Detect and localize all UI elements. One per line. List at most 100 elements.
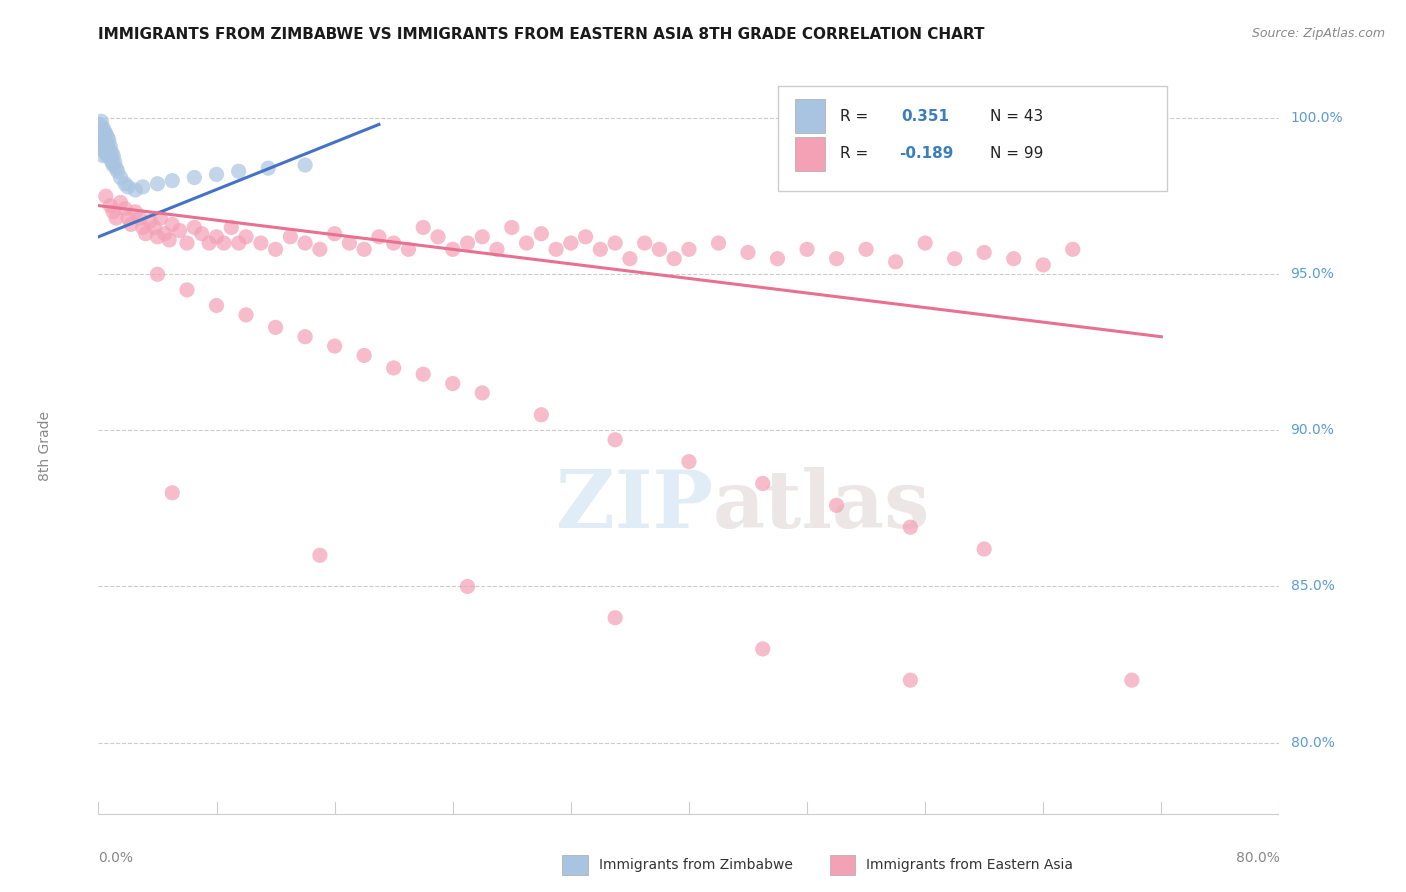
Point <box>104 154 127 169</box>
Point <box>146 177 169 191</box>
Point <box>94 136 117 150</box>
Point <box>900 673 922 688</box>
Point <box>456 235 478 250</box>
Point <box>884 254 907 268</box>
Point <box>205 229 228 244</box>
Point <box>90 114 112 128</box>
Point <box>228 235 250 250</box>
Bar <box>796 99 825 133</box>
Text: R =: R = <box>841 146 873 161</box>
Text: ZIP: ZIP <box>555 467 713 545</box>
Point <box>96 129 118 144</box>
Point <box>124 183 146 197</box>
Point <box>103 148 125 162</box>
Point <box>176 283 198 297</box>
Point <box>441 242 464 256</box>
Point <box>278 229 302 244</box>
Point <box>353 348 375 362</box>
Point <box>96 148 118 162</box>
Point <box>91 148 114 162</box>
Point <box>89 127 111 141</box>
Point <box>139 214 162 228</box>
Point <box>143 220 166 235</box>
Point <box>146 229 169 244</box>
Point <box>678 454 700 468</box>
Point <box>98 148 121 162</box>
Point <box>94 145 117 160</box>
Text: 85.0%: 85.0% <box>1291 580 1334 593</box>
Point <box>796 242 818 256</box>
Point <box>294 235 316 250</box>
Point <box>766 252 789 266</box>
Point <box>100 154 122 169</box>
Point <box>751 476 773 491</box>
Point <box>235 308 257 322</box>
Point <box>153 227 176 241</box>
Point <box>973 245 995 260</box>
Point <box>323 227 346 241</box>
Point <box>235 229 257 244</box>
Point <box>250 235 273 250</box>
Text: 8th Grade: 8th Grade <box>38 411 52 481</box>
Point <box>471 229 494 244</box>
Point <box>530 227 553 241</box>
Point <box>98 139 121 153</box>
Point <box>309 242 332 256</box>
Point <box>120 217 142 231</box>
Point <box>589 242 612 256</box>
Point <box>103 204 125 219</box>
Point <box>132 179 155 194</box>
Point <box>117 179 139 194</box>
Point <box>382 235 405 250</box>
Text: -0.189: -0.189 <box>900 146 953 161</box>
Point <box>107 164 129 178</box>
Point <box>574 229 596 244</box>
Point <box>648 242 671 256</box>
Point <box>427 229 450 244</box>
Point <box>855 242 877 256</box>
Point <box>183 220 205 235</box>
Point <box>162 217 183 231</box>
Point <box>530 408 553 422</box>
Point <box>97 142 120 156</box>
Point <box>707 235 730 250</box>
Point <box>135 227 157 241</box>
Point <box>943 252 966 266</box>
Point <box>323 339 346 353</box>
Point <box>110 195 132 210</box>
Point <box>633 235 655 250</box>
Text: Source: ZipAtlas.com: Source: ZipAtlas.com <box>1251 27 1385 40</box>
Point <box>751 641 773 656</box>
Point <box>501 220 523 235</box>
Point <box>294 158 316 172</box>
Text: 90.0%: 90.0% <box>1291 424 1334 437</box>
Point <box>264 320 287 334</box>
Point <box>914 235 936 250</box>
Point <box>198 235 221 250</box>
Point <box>96 139 118 153</box>
Point <box>90 123 112 137</box>
Point <box>128 211 150 225</box>
Text: N = 99: N = 99 <box>990 146 1043 161</box>
Point <box>825 498 848 512</box>
Point <box>90 142 112 156</box>
Point <box>191 227 214 241</box>
Point <box>973 541 995 556</box>
Point <box>91 139 114 153</box>
Point <box>114 177 136 191</box>
Point <box>219 220 242 235</box>
Point <box>117 211 139 225</box>
FancyBboxPatch shape <box>778 87 1167 191</box>
Point <box>900 520 922 534</box>
Point <box>114 202 136 216</box>
Point <box>94 189 117 203</box>
Point <box>1002 252 1025 266</box>
Point <box>737 245 759 260</box>
Text: R =: R = <box>841 109 873 124</box>
Point <box>412 367 434 381</box>
Point <box>162 173 183 187</box>
Point <box>146 268 169 282</box>
Point <box>605 611 627 625</box>
Text: 0.351: 0.351 <box>901 109 949 124</box>
Bar <box>796 136 825 170</box>
